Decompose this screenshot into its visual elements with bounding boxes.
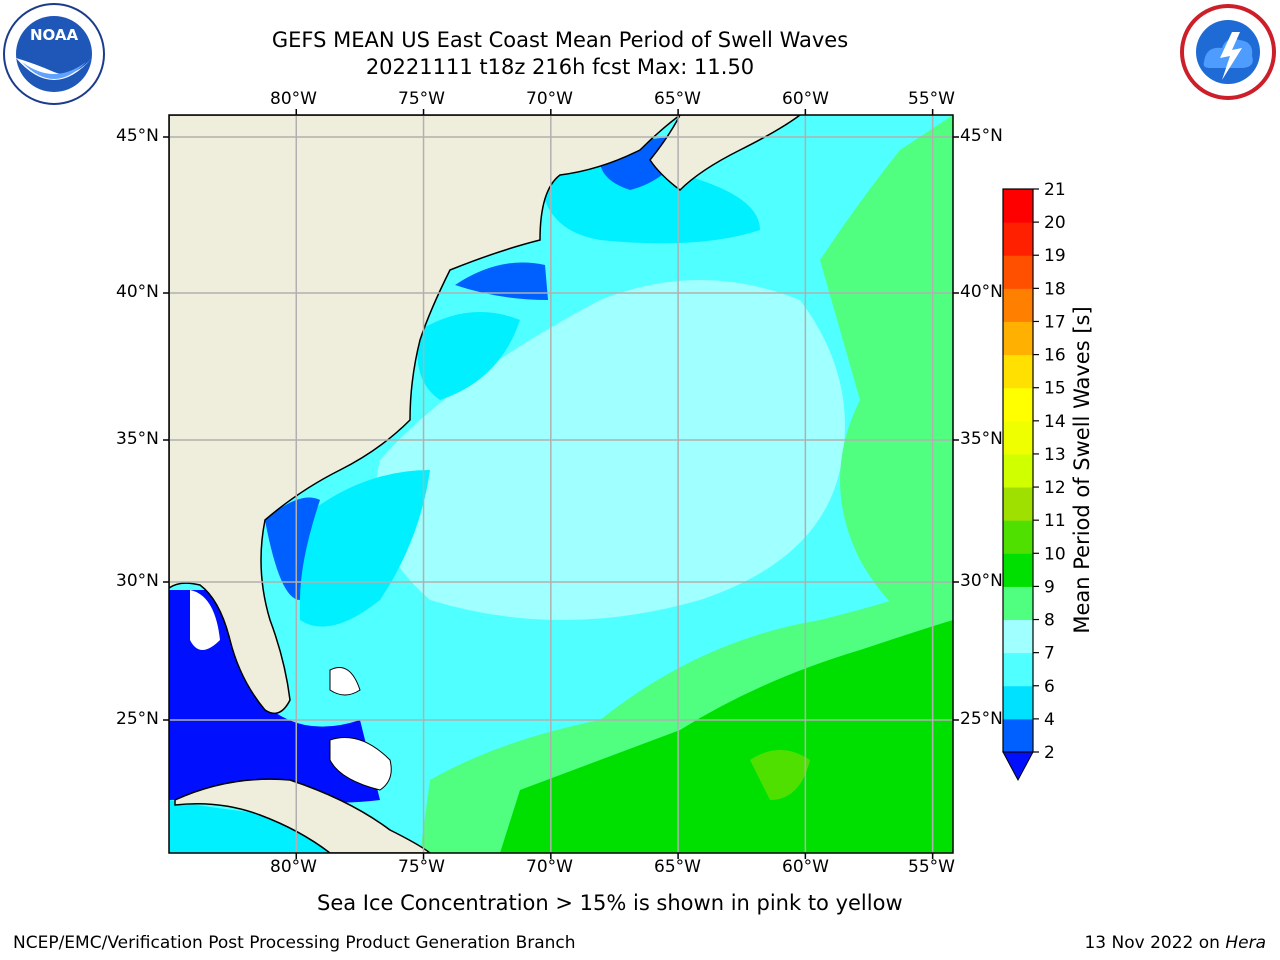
colorbar-tick-label: 16 [1044, 346, 1066, 366]
colorbar-tick-label: 15 [1044, 379, 1066, 399]
cuba-land [174, 778, 432, 853]
lat-label-left-25n: 25°N [116, 709, 159, 729]
lat-label-left-40n: 40°N [116, 282, 159, 302]
colorbar-tick-label: 20 [1044, 213, 1066, 233]
map-frame [168, 114, 954, 854]
colorbar-segment [1003, 652, 1033, 687]
graticule [169, 115, 953, 853]
colorbar-segment [1003, 420, 1033, 455]
colorbar-tick-label: 6 [1044, 677, 1055, 697]
lon-label-top-75w: 75°W [398, 89, 445, 109]
lat-label-right-30n: 30°N [960, 571, 1003, 591]
footer-credit: NCEP/EMC/Verification Post Processing Pr… [13, 933, 576, 953]
gulf-deep-blue [169, 590, 380, 803]
chart-subtitle: 20221111 t18z 216h fcst Max: 11.50 [365, 55, 755, 79]
swell-band-9-10 [500, 620, 953, 853]
lon-label-top-70w: 70°W [526, 89, 573, 109]
chart-title: GEFS MEAN US East Coast Mean Period of S… [271, 28, 849, 52]
colorbar-tick-label: 19 [1044, 246, 1066, 266]
colorbar-tick-label: 11 [1044, 511, 1066, 531]
colorbar-tick-label: 12 [1044, 478, 1066, 498]
lon-label-bottom-70w: 70°W [526, 857, 573, 877]
lon-label-top-55w: 55°W [908, 89, 955, 109]
colorbar-tick-label: 21 [1044, 180, 1066, 200]
lon-label-bottom-60w: 60°W [782, 857, 829, 877]
colorbar-tick-label: 17 [1044, 312, 1066, 332]
nova-scotia-land [649, 115, 802, 191]
axis-ticks [163, 109, 959, 859]
swell-band-7-8-b [560, 334, 700, 440]
noaa-logo-text: NOAA [30, 26, 79, 44]
colorbar-tick-label: 8 [1044, 611, 1055, 631]
bahamas-shallow [329, 737, 392, 791]
colorbar-tick-label: 10 [1044, 544, 1066, 564]
lat-label-left-45n: 45°N [116, 126, 159, 146]
bahamas-shallow-north [329, 667, 361, 696]
colorbar-segment [1003, 354, 1033, 389]
lat-label-right-35n: 35°N [960, 429, 1003, 449]
lat-label-left-30n: 30°N [116, 571, 159, 591]
lon-label-top-65w: 65°W [654, 89, 701, 109]
colorbar-segment [1003, 685, 1033, 720]
swell-band-8-9-east [820, 115, 953, 640]
footer-date-text: 13 Nov 2022 on [1084, 933, 1226, 953]
lat-label-left-35n: 35°N [116, 429, 159, 449]
lon-label-bottom-80w: 80°W [270, 857, 317, 877]
colorbar-segment [1003, 718, 1033, 753]
colorbar-tick-label: 13 [1044, 445, 1066, 465]
colorbar-tick-label: 7 [1044, 644, 1055, 664]
colorbar-frame [1002, 188, 1034, 753]
colorbar-segment [1003, 189, 1033, 223]
swell-band-10-11 [750, 750, 810, 800]
colorbar: 2 4 6 7 8 9 10 11 12 13 14 15 16 17 18 19 20 21 [1002, 180, 1066, 782]
swell-band-2-4-longisland [455, 262, 548, 300]
nws-logo-icon [1176, 2, 1280, 106]
colorbar-segment [1003, 586, 1033, 621]
colorbar-segment [1003, 321, 1033, 356]
colorbar-tick-label: 14 [1044, 412, 1066, 432]
colorbar-tick-label: 18 [1044, 279, 1066, 299]
lon-label-bottom-55w: 55°W [908, 857, 955, 877]
lat-label-right-40n: 40°N [960, 282, 1003, 302]
colorbar-segment [1003, 487, 1033, 521]
lat-label-right-45n: 45°N [960, 126, 1003, 146]
colorbar-under-triangle [1002, 751, 1034, 782]
lon-label-bottom-75w: 75°W [398, 857, 445, 877]
swell-band-4-6-mid [417, 312, 520, 400]
lat-label-right-25n: 25°N [960, 709, 1003, 729]
sea-ice-caption: Sea Ice Concentration > 15% is shown in … [317, 891, 903, 915]
colorbar-segment [1003, 255, 1033, 289]
swell-band-2-4-georgia [265, 497, 320, 600]
colorbar-segment [1003, 619, 1033, 654]
lon-label-top-60w: 60°W [782, 89, 829, 109]
footer-host: Hera [1225, 933, 1266, 953]
lon-label-bottom-65w: 65°W [654, 857, 701, 877]
colorbar-segment [1003, 288, 1033, 322]
colorbar-segment [1003, 222, 1033, 256]
colorbar-segment [1003, 387, 1033, 422]
colorbar-tick-label: 9 [1044, 577, 1055, 597]
colorbar-segment [1003, 520, 1033, 554]
noaa-logo-icon: NOAA [2, 2, 106, 106]
colorbar-tick-label: 4 [1044, 710, 1055, 730]
colorbar-segment [1003, 453, 1033, 488]
swell-band-4-6-south [300, 470, 430, 627]
colorbar-label: Mean Period of Swell Waves [s] [1070, 306, 1094, 634]
colorbar-segment [1003, 553, 1033, 587]
swell-band-4-6-north [540, 162, 760, 244]
lon-label-top-80w: 80°W [270, 89, 317, 109]
gulf-shelf-white [190, 590, 220, 650]
colorbar-tick-label: 2 [1044, 743, 1055, 763]
footer-date: 13 Nov 2022 on Hera [1084, 933, 1266, 953]
